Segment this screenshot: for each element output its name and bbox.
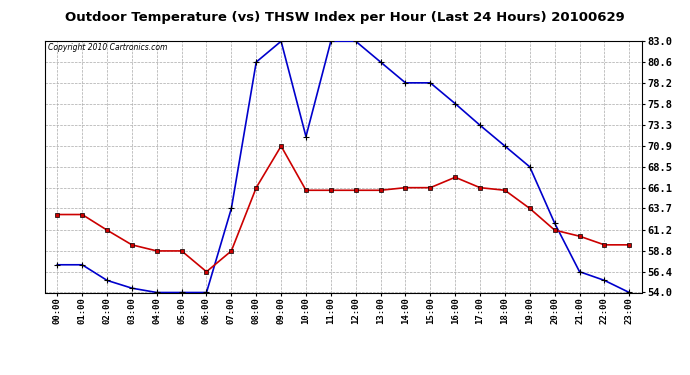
Text: Copyright 2010 Cartronics.com: Copyright 2010 Cartronics.com [48, 42, 167, 51]
Text: Outdoor Temperature (vs) THSW Index per Hour (Last 24 Hours) 20100629: Outdoor Temperature (vs) THSW Index per … [65, 11, 625, 24]
